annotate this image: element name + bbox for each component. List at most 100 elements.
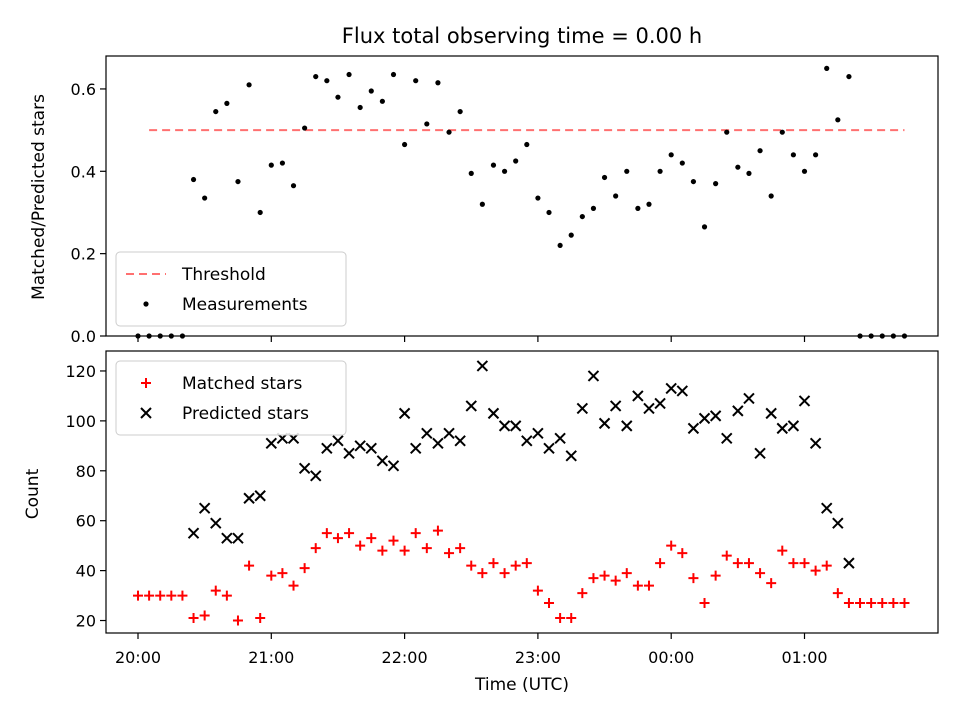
matched-stars-point <box>843 598 854 609</box>
y-tick-label: 100 <box>65 412 96 431</box>
measurement-point <box>557 242 563 249</box>
measurement-point <box>790 152 796 158</box>
measurement-point <box>413 78 419 84</box>
predicted-stars-point <box>609 400 622 412</box>
matched-stars-point <box>743 558 754 569</box>
measurement-point <box>268 162 274 168</box>
matched-stars-point <box>432 525 443 536</box>
predicted-stars-point <box>776 422 788 435</box>
measurement-point <box>457 108 463 115</box>
predicted-stars-point <box>310 470 322 482</box>
ratio-panel: 0.0 0.2 0.4 0.6 Threshold Measurements <box>71 55 939 346</box>
predicted-stars-point <box>343 447 355 460</box>
measurement-point <box>857 333 863 339</box>
predicted-stars-point <box>765 407 777 420</box>
legend-box <box>115 360 347 436</box>
measurement-point <box>179 333 186 339</box>
measurement-point <box>135 333 141 339</box>
matched-stars-point <box>344 528 355 539</box>
measurement-point <box>701 224 708 230</box>
y-tick-label: 120 <box>65 362 96 381</box>
axes-frame <box>105 350 939 634</box>
predicted-stars-point <box>787 420 800 432</box>
legend-label: Matched stars <box>182 374 302 394</box>
predicted-stars-point <box>432 437 444 450</box>
measurement-point <box>235 178 241 185</box>
measurement-point <box>779 129 785 135</box>
measurement-point <box>890 333 896 339</box>
predicted-stars-point <box>587 370 600 382</box>
matched-stars-point <box>721 550 732 561</box>
measurement-point <box>835 117 841 123</box>
matched-stars-point <box>388 535 399 546</box>
measurement-point <box>801 168 808 174</box>
predicted-stars-point <box>454 435 466 447</box>
measurement-point <box>379 98 385 104</box>
matched-stars-point <box>144 590 155 601</box>
matched-stars-point <box>244 560 255 571</box>
axes-frame <box>105 55 939 337</box>
measurement-point <box>246 82 252 88</box>
predicted-stars-point <box>598 417 611 430</box>
matched-stars-point <box>610 575 621 586</box>
measurement-point <box>279 160 286 166</box>
x-tick-label: 23:00 <box>515 648 561 667</box>
measurement-point <box>768 193 774 199</box>
predicted-stars-point <box>398 407 411 420</box>
predicted-stars-point <box>654 397 666 410</box>
matched-stars-point <box>866 598 877 609</box>
matched-stars-point <box>488 558 499 569</box>
matched-stars-point <box>566 613 577 624</box>
measurement-point <box>813 152 819 158</box>
predicted-stars-point <box>832 517 844 529</box>
matched-stars-point <box>177 590 188 601</box>
predicted-stars-point <box>632 390 644 402</box>
matched-stars-point <box>766 578 777 589</box>
matched-stars-point <box>688 573 699 584</box>
ylabel-ratio: Matched/Predicted stars <box>29 94 49 300</box>
measurement-point <box>579 213 585 220</box>
predicted-stars-point <box>332 435 344 447</box>
predicted-stars-point <box>532 427 544 440</box>
legend-predicted-swatch <box>140 407 152 419</box>
matched-stars-point <box>288 580 299 591</box>
x-tick-label: 22:00 <box>382 648 428 667</box>
predicted-stars-point <box>265 437 278 450</box>
predicted-stars-point <box>254 490 266 502</box>
measurement-point <box>157 333 163 339</box>
predicted-stars-point <box>676 385 689 397</box>
matched-stars-point <box>310 543 321 554</box>
matched-stars-point <box>621 568 632 579</box>
measurement-point <box>668 152 674 158</box>
matched-stars-point <box>699 598 710 609</box>
measurement-point <box>568 232 574 238</box>
matched-stars-point <box>532 585 543 596</box>
matched-stars-point <box>855 598 866 609</box>
matched-stars-point <box>799 558 810 569</box>
predicted-stars-point <box>754 447 766 460</box>
matched-stars-point <box>544 598 555 609</box>
measurement-point <box>357 104 363 111</box>
measurement-point <box>290 183 297 189</box>
predicted-stars-point <box>365 442 377 455</box>
x-tick-label: 01:00 <box>781 648 827 667</box>
matched-stars-point <box>210 585 221 596</box>
matched-stars-point <box>510 560 521 571</box>
predicted-stars-point <box>843 557 855 569</box>
matched-stars-point <box>399 545 410 556</box>
count-panel: 20 40 60 80 100 120 20:00 21:00 22:00 23:00 00:00 0… <box>65 350 939 667</box>
x-axis-label: Time (UTC) <box>474 675 569 695</box>
predicted-stars-point <box>709 410 722 422</box>
y-tick-label: 0.6 <box>71 80 96 99</box>
measurement-point <box>224 100 230 106</box>
matched-stars-point <box>188 613 199 624</box>
measurement-point <box>713 181 719 187</box>
measurement-point <box>335 94 341 100</box>
y-tick-label: 0.0 <box>71 327 96 346</box>
matched-stars-point <box>832 588 843 599</box>
measurement-point <box>535 195 541 201</box>
matched-stars-point <box>643 580 654 591</box>
measurement-point <box>468 170 474 176</box>
matched-stars-point <box>788 558 799 569</box>
predicted-stars-point <box>554 432 566 445</box>
